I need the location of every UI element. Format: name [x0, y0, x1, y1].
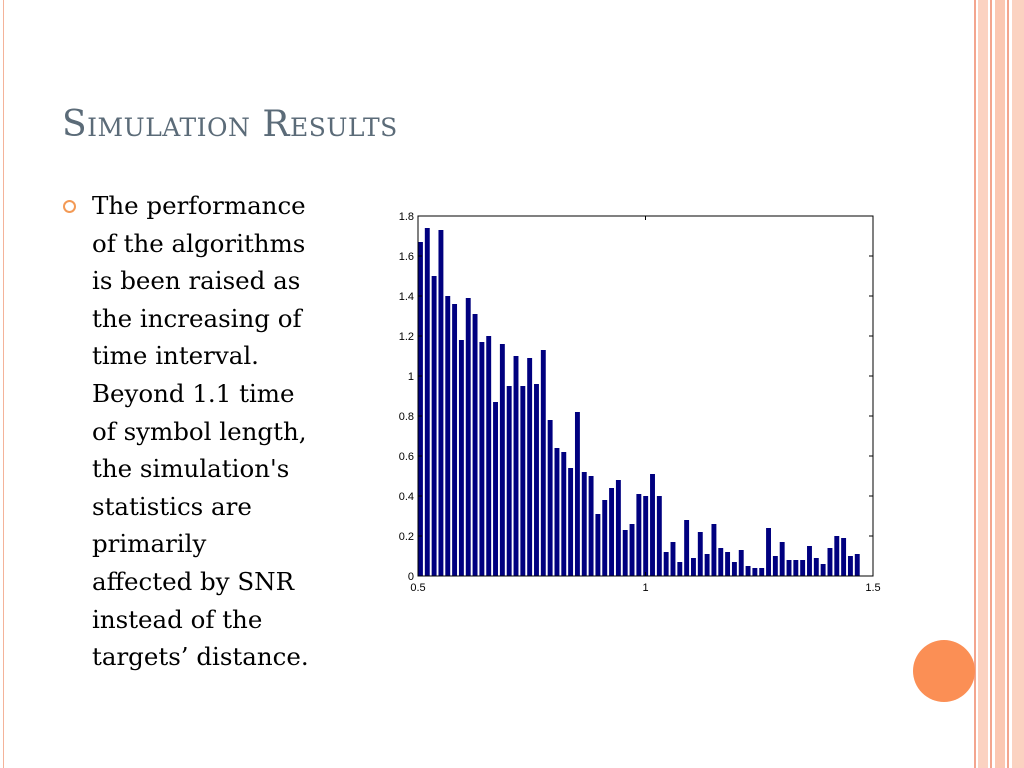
x-tick-label: 1 — [642, 582, 648, 594]
bar — [479, 342, 485, 576]
bar — [834, 536, 840, 576]
bar — [438, 230, 444, 576]
bar — [663, 552, 669, 576]
bar — [499, 344, 505, 576]
histogram-chart: 0 0.2 0.4 0.6 0.8 1 1.2 1.4 1.6 1.8 0.5 1 1.5 — [399, 211, 881, 594]
bar — [513, 356, 519, 576]
bar — [554, 448, 560, 576]
bar — [574, 412, 580, 576]
bar — [827, 548, 833, 576]
y-tick-label: 1.8 — [399, 211, 414, 223]
bullet-line: is been raised as — [92, 266, 301, 296]
bar — [622, 530, 628, 576]
bar — [506, 386, 512, 576]
bar — [472, 314, 478, 576]
bar — [602, 500, 608, 576]
bar — [493, 402, 498, 576]
slide-frame-left-line — [3, 0, 4, 768]
y-tick-label: 0.6 — [399, 451, 414, 463]
bar — [458, 340, 464, 576]
bar — [766, 528, 771, 576]
y-tick-label: 1.2 — [399, 331, 414, 343]
bar — [725, 552, 731, 576]
decorative-orange-circle — [913, 640, 975, 702]
bar — [738, 550, 744, 576]
bar — [779, 542, 785, 576]
bar — [445, 296, 451, 576]
bar — [704, 554, 710, 576]
decorative-right-stripes — [974, 0, 1024, 768]
bar — [670, 542, 676, 576]
bullet-line: Beyond 1.1 time — [92, 378, 295, 408]
bar — [486, 336, 492, 576]
y-tick-label: 0.2 — [399, 531, 414, 543]
bar — [643, 496, 649, 576]
bar — [520, 386, 526, 576]
bar — [452, 304, 458, 576]
bar — [759, 568, 765, 576]
bar — [656, 496, 662, 576]
bar — [813, 558, 819, 576]
bar — [418, 242, 423, 576]
bar — [691, 558, 696, 576]
bullet-line: primarily — [92, 529, 207, 559]
x-tick-label: 0.5 — [410, 582, 425, 594]
bar — [527, 358, 533, 576]
bar — [650, 474, 655, 576]
bar — [677, 562, 683, 576]
y-tick-label: 0.4 — [399, 491, 414, 503]
bar — [772, 556, 778, 576]
bar — [786, 560, 792, 576]
x-tick-label: 1.5 — [865, 582, 880, 594]
bullet-line: of symbol length, — [92, 416, 307, 446]
bullet-ring-icon — [63, 200, 76, 213]
bullet-line: affected by SNR — [92, 566, 295, 596]
y-tick-label: 0 — [408, 571, 414, 583]
bar — [718, 548, 724, 576]
bar — [731, 562, 737, 576]
bar — [615, 480, 621, 576]
y-tick-label: 0.8 — [399, 411, 414, 423]
bar — [534, 384, 539, 576]
bullet-line: The performance — [92, 191, 306, 220]
bar — [807, 546, 812, 576]
slide-title: Simulation Results — [62, 104, 398, 145]
bullet-line: of the algorithms — [92, 228, 306, 258]
bar — [820, 564, 826, 576]
bar — [854, 554, 860, 576]
bullet-line: targets’ distance. — [92, 642, 309, 672]
bar — [841, 538, 847, 576]
bar — [684, 520, 690, 576]
bullet-line: statistics are — [92, 491, 252, 521]
y-tick-label: 1.4 — [399, 291, 414, 303]
bar — [793, 560, 799, 576]
bullet-line: time interval. — [92, 341, 259, 371]
bullet-line: the simulation's — [92, 454, 290, 484]
bar — [561, 452, 567, 576]
bar — [581, 472, 587, 576]
bar — [588, 476, 594, 576]
bullet-text: The performance of the algorithms is bee… — [92, 187, 357, 676]
bar — [745, 566, 751, 576]
bar — [424, 228, 430, 576]
y-tick-label: 1 — [408, 371, 414, 383]
bar — [431, 276, 437, 576]
bar — [711, 524, 717, 576]
bar — [465, 298, 471, 576]
bar — [629, 524, 635, 576]
bullet-line: instead of the — [92, 604, 263, 634]
bar — [697, 532, 703, 576]
bar — [595, 514, 601, 576]
bar — [800, 560, 806, 576]
bar — [636, 494, 642, 576]
bar — [540, 350, 546, 576]
bar — [847, 556, 853, 576]
bar — [547, 420, 553, 576]
y-tick-label: 1.6 — [399, 251, 414, 263]
bullet-line: the increasing of — [92, 303, 302, 333]
bar — [609, 488, 615, 576]
bar — [752, 568, 758, 576]
bar — [568, 468, 574, 576]
